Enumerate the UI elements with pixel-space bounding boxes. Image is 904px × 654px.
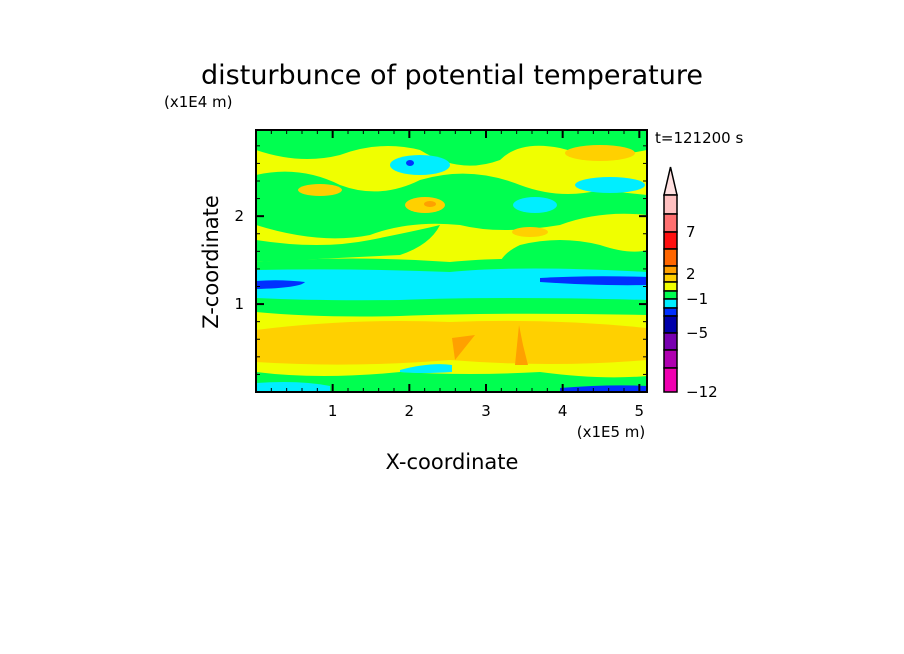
field-cyan [256, 382, 330, 392]
colorbar-swatch [663, 298, 678, 309]
colorbar-swatch [663, 281, 678, 292]
field-cyan [390, 155, 450, 175]
field-green [256, 171, 647, 239]
axes: 1 2 3 4 5 1 2 [234, 130, 647, 420]
field-green [500, 240, 647, 262]
colorbar-swatch [663, 213, 678, 233]
colorbar-swatch [663, 349, 678, 369]
y-tick-label: 2 [234, 207, 244, 225]
time-label: t=121200 s [655, 129, 743, 147]
x-axis-label: X-coordinate [386, 450, 519, 474]
field-orange [452, 335, 475, 360]
x-unit-label: (x1E5 m) [577, 423, 646, 441]
field-blue [256, 280, 305, 289]
x-tick-label: 1 [328, 402, 338, 420]
colorbar-swatch [663, 265, 678, 275]
field-blue [406, 160, 414, 166]
field-cyan [256, 268, 647, 301]
field-blue [540, 276, 647, 286]
field-gold [298, 184, 342, 196]
x-tick-label: 3 [481, 402, 491, 420]
colorbar-swatch [663, 273, 678, 283]
field-orange [424, 201, 436, 207]
contour-field [256, 130, 647, 392]
colorbar: 7 2 −1 −5 −12 [663, 166, 718, 401]
colorbar-swatch [663, 332, 678, 351]
x-tick-label: 2 [405, 402, 415, 420]
field-blue [560, 385, 647, 392]
field-green [256, 130, 647, 166]
field-cyan [400, 364, 452, 373]
colorbar-swatch [663, 307, 678, 317]
field-cyan [575, 177, 645, 193]
y-tick-label: 1 [234, 295, 244, 313]
colorbar-extend-triangle [663, 166, 678, 196]
colorbar-swatch [663, 290, 678, 300]
colorbar-swatch [663, 194, 678, 215]
field-green [256, 372, 647, 392]
plot-frame [255, 129, 648, 393]
colorbar-swatch [663, 367, 678, 393]
colorbar-swatch [663, 315, 678, 334]
y-unit-label: (x1E4 m) [164, 93, 233, 111]
x-tick-label: 5 [635, 402, 645, 420]
y-axis-label: Z-coordinate [199, 195, 223, 329]
x-tick-label: 4 [558, 402, 568, 420]
colorbar-label: −1 [686, 290, 708, 308]
field-gold [565, 145, 635, 161]
field-cyan [513, 197, 557, 213]
colorbar-swatch [663, 231, 678, 250]
colorbar-swatch [663, 248, 678, 267]
field-orange [515, 325, 528, 365]
field-green [256, 225, 440, 262]
colorbar-label: −12 [686, 383, 718, 401]
field-gold [512, 227, 548, 237]
colorbar-label: 7 [686, 223, 696, 241]
colorbar-label: 2 [686, 265, 696, 283]
field-gold [256, 320, 647, 365]
chart-title: disturbunce of potential temperature [201, 60, 703, 91]
colorbar-label: −5 [686, 324, 708, 342]
